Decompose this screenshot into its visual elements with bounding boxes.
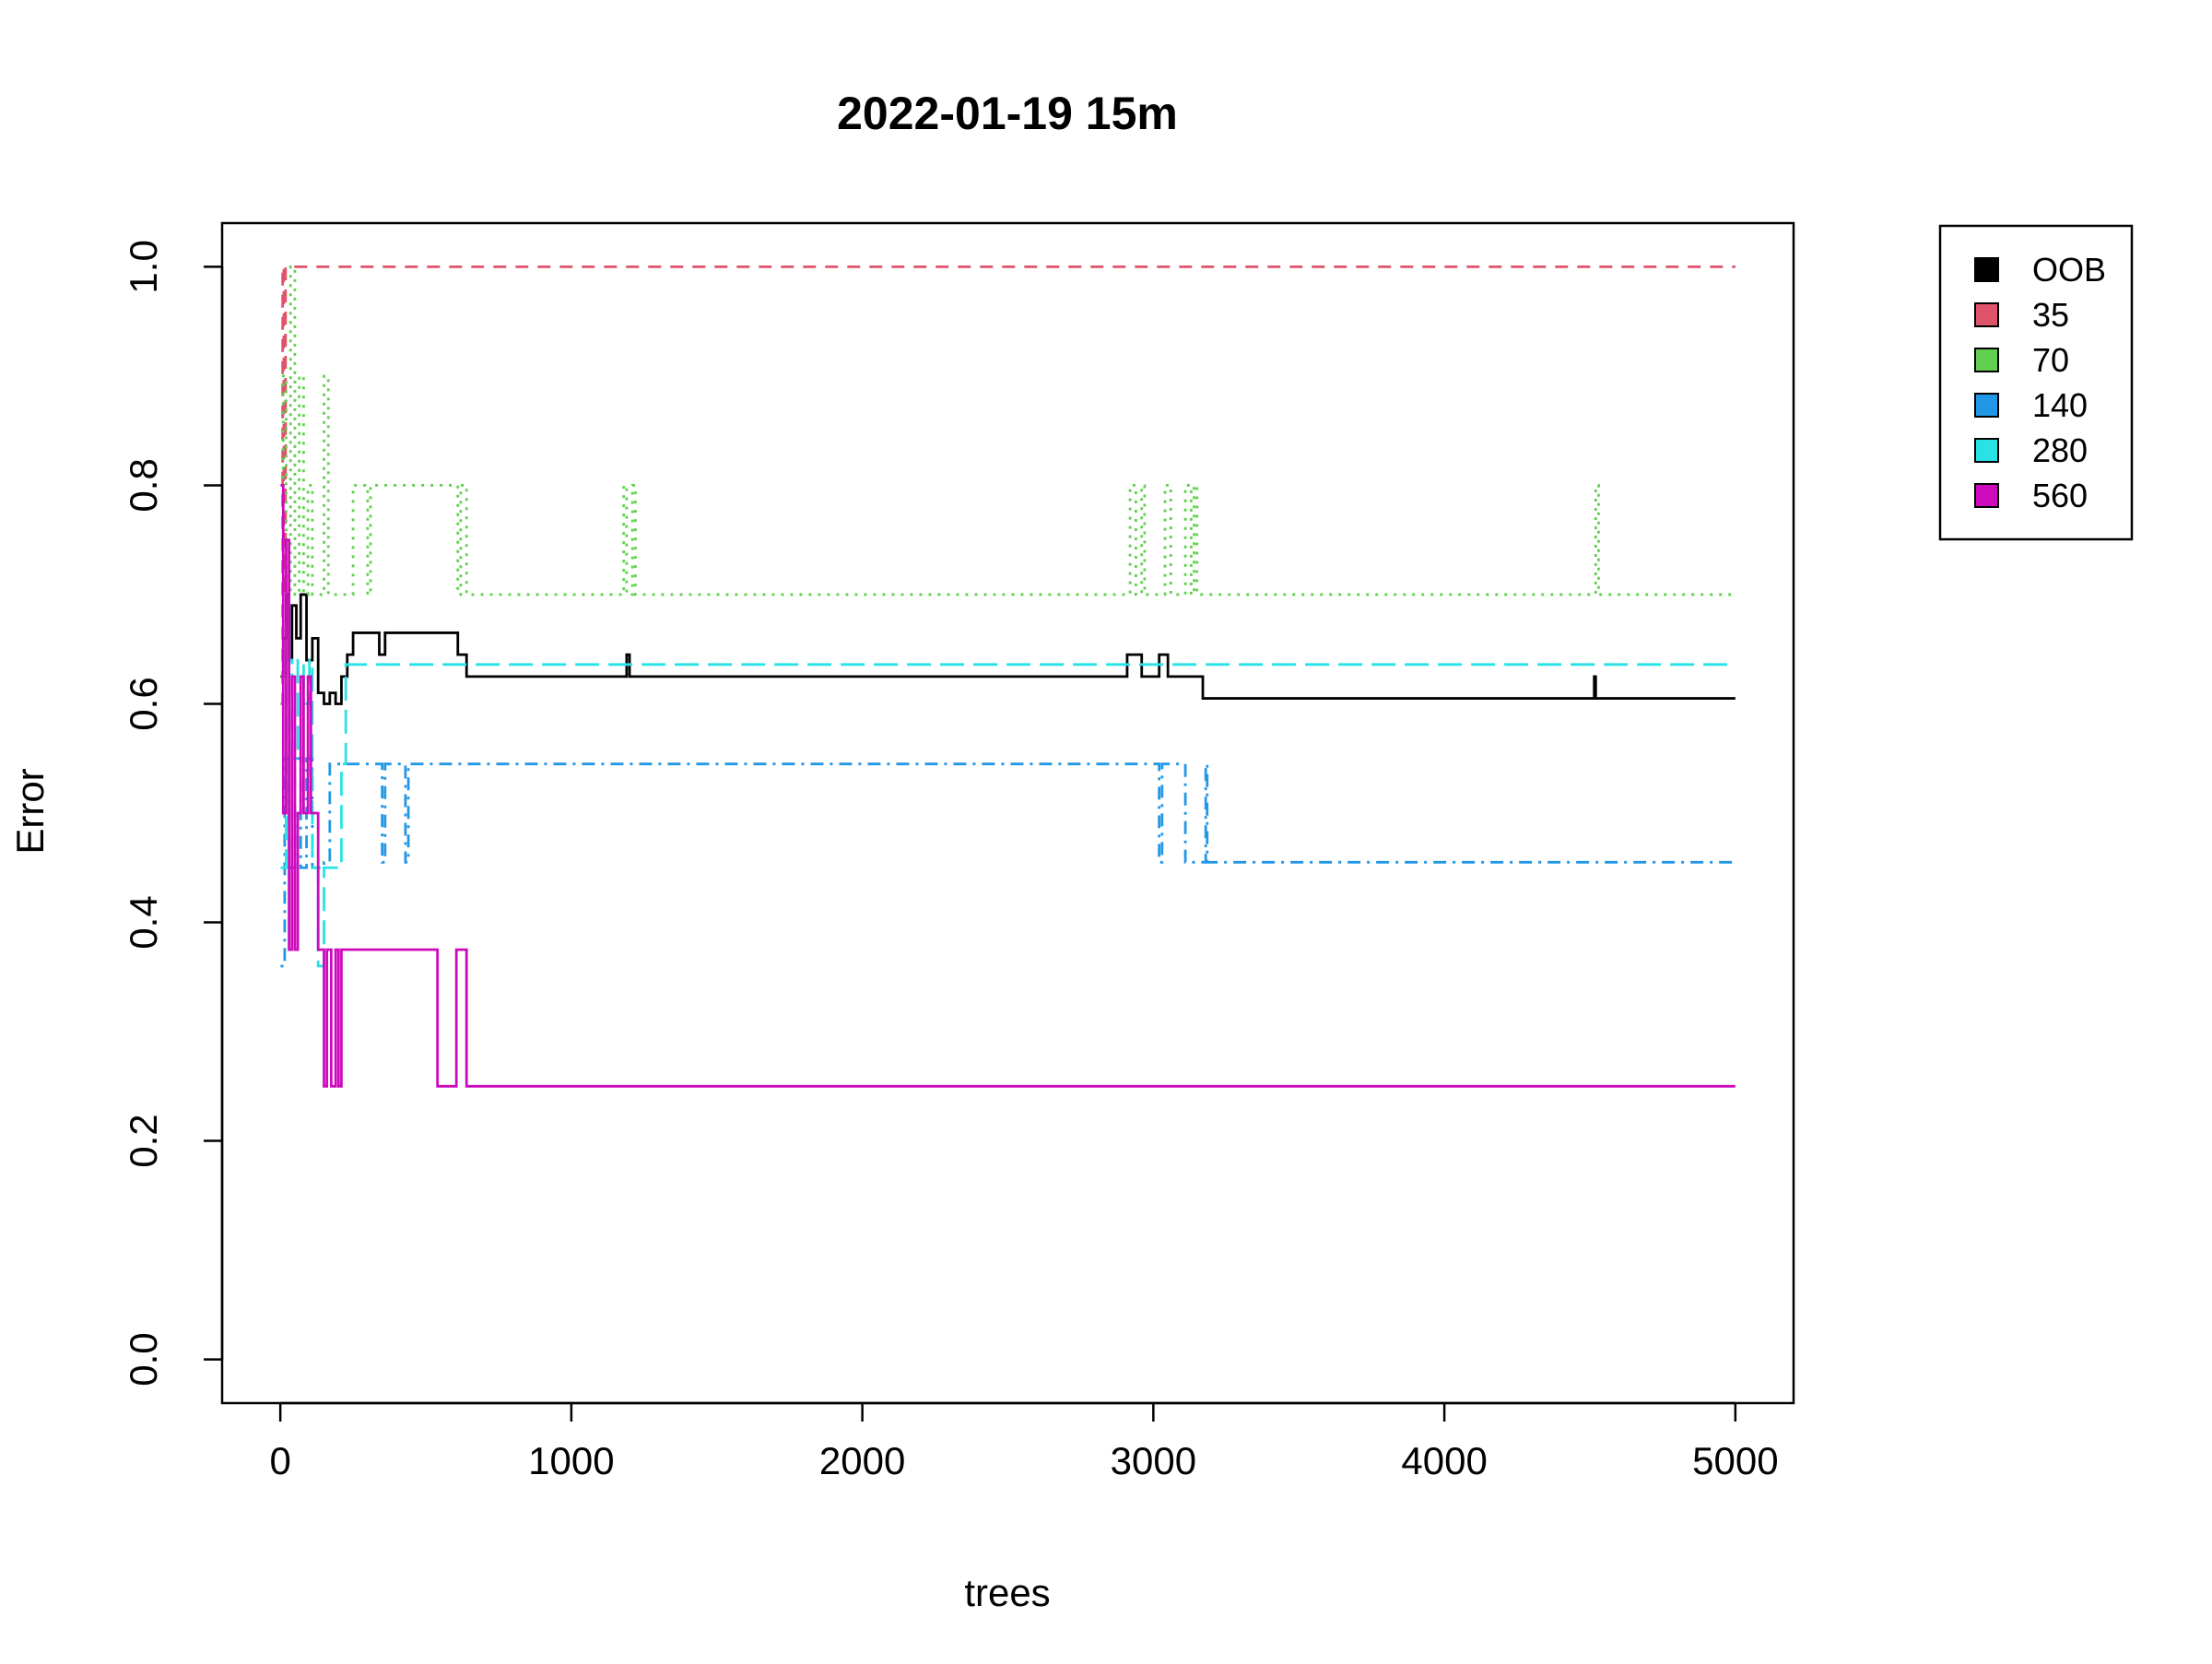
legend-swatch-560 [1974,483,1999,508]
legend-swatch-280 [1974,438,1999,463]
y-axis: 0.0 0.2 0.4 0.6 0.8 1.0 [122,240,224,1387]
legend-swatch-140 [1974,393,1999,418]
series-line-70 [280,266,1735,596]
y-tick-label: 0.2 [122,1114,165,1167]
legend-label-70: 70 [2032,341,2069,379]
legend-box [1938,224,2134,541]
legend-swatch-35 [1974,302,1999,327]
plot-frame [220,221,1795,1405]
y-tick-label: 0.4 [122,895,165,949]
legend-swatch-70 [1974,348,1999,372]
legend-swatch-oob [1974,257,1999,282]
series-line-560 [280,484,1735,1088]
legend-label-560: 560 [2032,477,2088,514]
legend-label-oob: OOB [2032,251,2106,289]
x-axis-title: trees [964,1571,1050,1614]
x-tick-label: 2000 [819,1439,905,1482]
legend-label-140: 140 [2032,386,2088,424]
series-line-35 [280,266,1735,705]
y-tick-label: 0.0 [122,1332,165,1386]
series-line-oob [280,593,1735,705]
y-axis-title: Error [8,768,52,854]
x-tick-label: 3000 [1111,1439,1196,1482]
legend-label-280: 280 [2032,431,2088,469]
series-layer [280,266,1735,1088]
x-axis: 0 1000 2000 3000 4000 5000 [269,1401,1779,1482]
x-tick-label: 0 [269,1439,290,1482]
chart-title: 2022-01-19 15m [837,88,1178,139]
x-tick-label: 1000 [528,1439,614,1482]
series-line-140 [280,757,1735,968]
x-tick-label: 4000 [1401,1439,1487,1482]
y-tick-label: 1.0 [122,240,165,293]
y-tick-label: 0.8 [122,458,165,512]
series-line-280 [280,658,1735,968]
legend: OOB 35 70 140 280 560 [1938,224,2134,541]
x-tick-label: 5000 [1692,1439,1778,1482]
y-tick-label: 0.6 [122,677,165,730]
legend-label-35: 35 [2032,296,2069,334]
